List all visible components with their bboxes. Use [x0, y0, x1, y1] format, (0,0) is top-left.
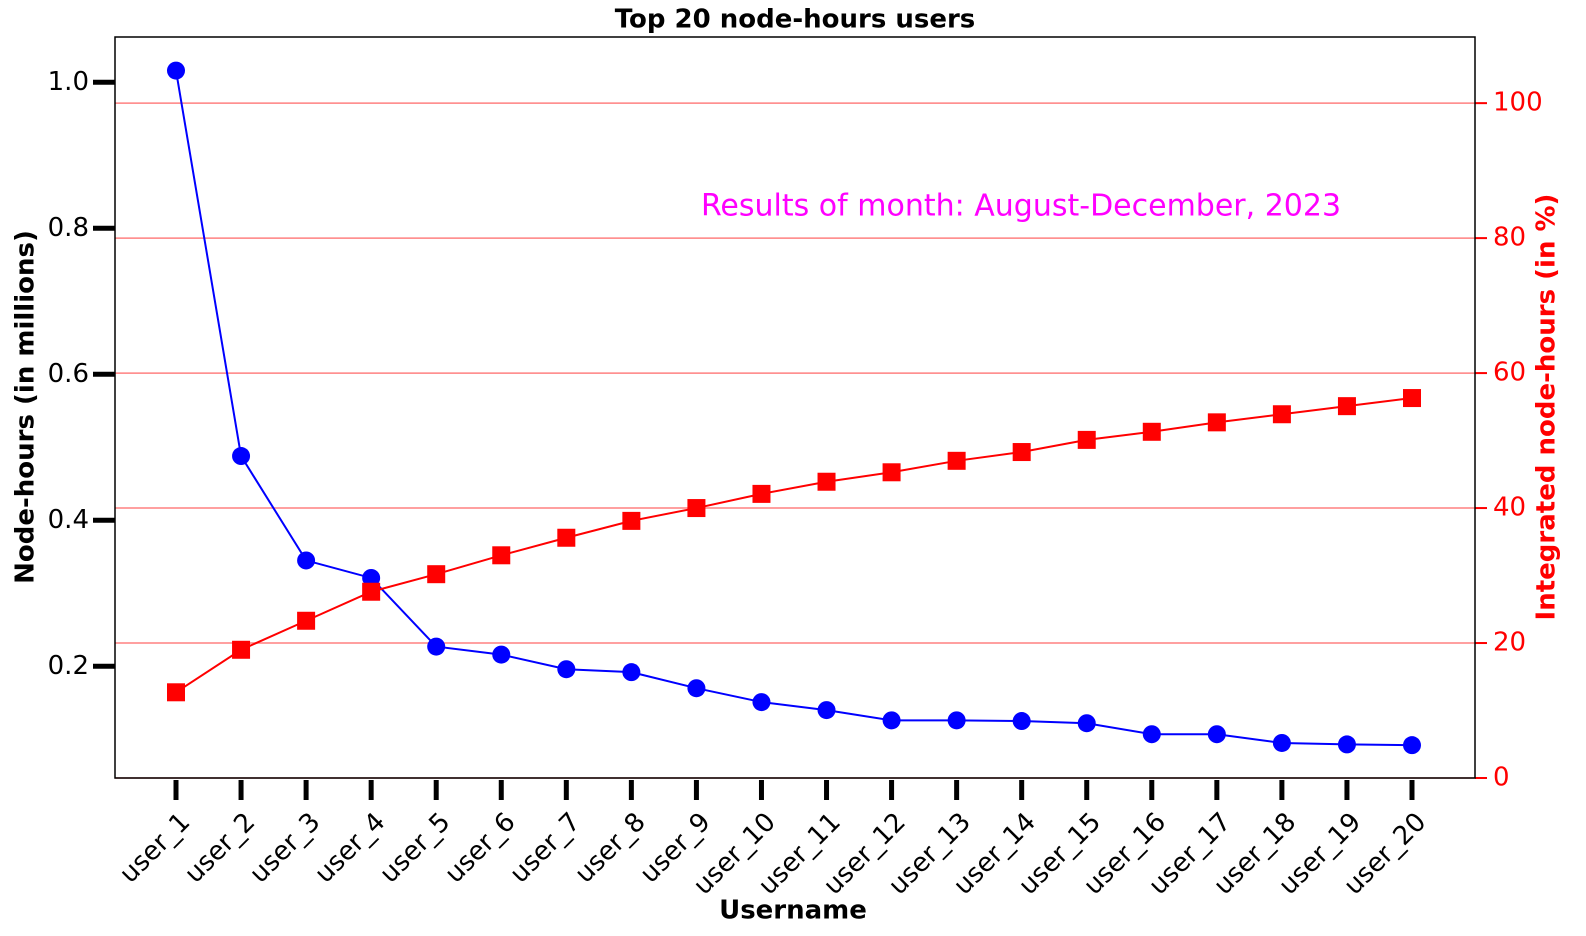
y2-tick-label: 0 — [1493, 763, 1510, 793]
marker — [1077, 714, 1096, 733]
marker — [752, 484, 771, 503]
marker — [232, 640, 251, 659]
annotation: Results of month: August-December, 2023 — [701, 189, 1341, 224]
x-tick-label: user_2 — [179, 807, 261, 889]
marker — [297, 611, 316, 630]
marker — [622, 511, 641, 530]
marker — [1142, 422, 1161, 441]
marker — [492, 546, 511, 565]
y2-tick-label: 100 — [1493, 88, 1543, 118]
marker — [427, 637, 446, 656]
marker — [817, 472, 836, 491]
y-tick-label: 0.2 — [48, 651, 89, 681]
y2-tick-label: 60 — [1493, 358, 1526, 388]
marker — [362, 582, 381, 601]
marker — [167, 683, 185, 702]
x-tick-label: user_8 — [569, 807, 651, 889]
x-tick-label: user_5 — [374, 807, 456, 889]
marker — [752, 693, 771, 712]
series-line — [175, 70, 1413, 747]
x-tick-label: user_4 — [309, 807, 391, 889]
marker — [1207, 413, 1226, 432]
marker — [1337, 735, 1356, 754]
marker — [297, 551, 316, 570]
x-axis-label: Username — [719, 896, 867, 926]
marker — [1403, 736, 1421, 755]
y2-axis-label: Integrated node-hours (in %) — [1532, 194, 1562, 621]
marker — [1142, 725, 1161, 744]
marker — [947, 451, 966, 470]
marker — [882, 711, 901, 730]
y2-tick-label: 40 — [1493, 493, 1526, 523]
marker — [687, 499, 706, 518]
marker — [1337, 397, 1356, 416]
marker — [557, 528, 576, 547]
marker — [1012, 712, 1031, 731]
plot-frame — [114, 36, 1476, 779]
marker — [167, 61, 185, 80]
marker — [687, 679, 706, 698]
marker — [817, 701, 836, 720]
y2-tick-label: 20 — [1493, 628, 1526, 658]
marker — [947, 711, 966, 730]
x-tick-label: user_1 — [114, 807, 196, 889]
marker — [1272, 733, 1291, 752]
marker — [882, 463, 901, 482]
marker — [622, 663, 641, 682]
marker — [1272, 405, 1291, 424]
y-tick-label: 0.6 — [48, 359, 89, 389]
chart-title: Top 20 node-hours users — [615, 5, 976, 35]
marker — [1403, 389, 1421, 408]
y2-tick-label: 80 — [1493, 223, 1526, 253]
y-axis-label: Node-hours (in millions) — [11, 230, 41, 584]
series-line — [175, 397, 1413, 694]
marker — [232, 447, 251, 466]
y-tick-label: 1.0 — [48, 67, 89, 97]
marker — [557, 660, 576, 679]
marker — [1012, 443, 1031, 462]
marker — [1207, 725, 1226, 744]
x-tick-label: user_7 — [504, 807, 586, 889]
marker — [362, 568, 381, 587]
marker — [1077, 430, 1096, 449]
y-tick-label: 0.4 — [48, 505, 89, 535]
marker — [427, 565, 446, 584]
y-tick-label: 0.8 — [48, 213, 89, 243]
x-tick-label: user_6 — [439, 807, 521, 889]
x-tick-label: user_3 — [244, 807, 326, 889]
marker — [492, 645, 511, 664]
